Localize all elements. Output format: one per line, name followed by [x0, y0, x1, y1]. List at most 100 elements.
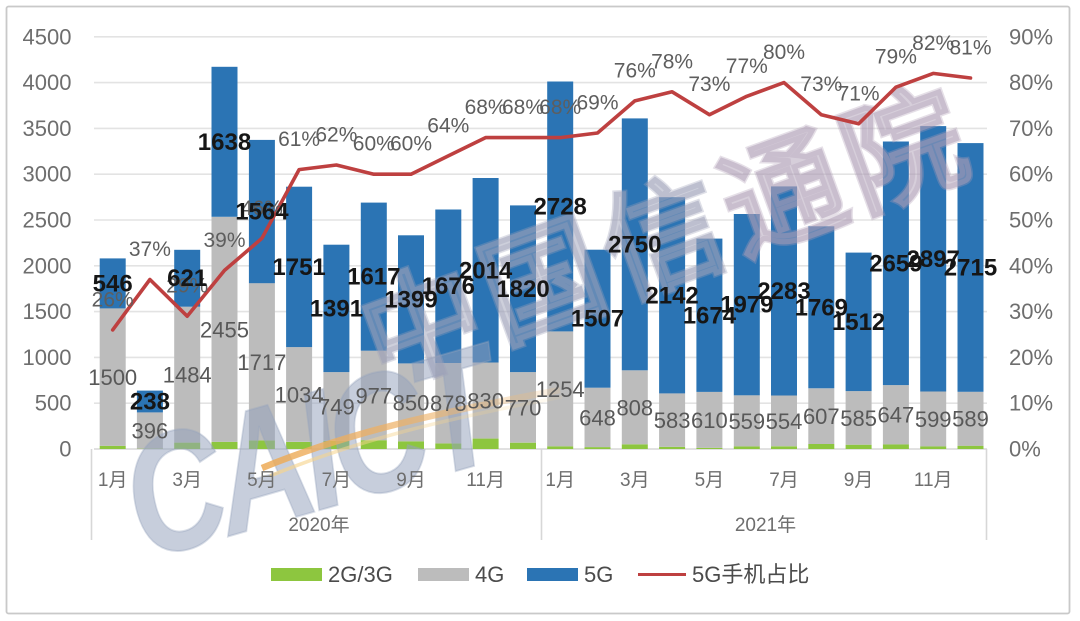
svg-text:9月: 9月: [844, 470, 874, 491]
svg-text:1484: 1484: [163, 363, 212, 388]
svg-text:878: 878: [430, 391, 467, 416]
svg-text:37%: 37%: [129, 238, 171, 261]
svg-text:3月: 3月: [620, 470, 650, 491]
svg-text:589: 589: [952, 407, 989, 432]
svg-text:76%: 76%: [614, 59, 656, 82]
svg-text:5月: 5月: [247, 470, 277, 491]
svg-text:71%: 71%: [838, 82, 880, 105]
svg-text:69%: 69%: [576, 92, 618, 115]
svg-text:60%: 60%: [1009, 162, 1053, 187]
svg-text:77%: 77%: [726, 55, 768, 78]
svg-text:1月: 1月: [545, 470, 575, 491]
svg-text:73%: 73%: [800, 73, 842, 96]
svg-text:81%: 81%: [949, 37, 991, 60]
svg-text:396: 396: [132, 419, 169, 444]
svg-text:46%: 46%: [241, 197, 283, 220]
svg-text:1676: 1676: [422, 273, 475, 300]
svg-text:1769: 1769: [795, 294, 848, 321]
svg-text:1500: 1500: [88, 365, 137, 390]
svg-text:585: 585: [840, 406, 877, 431]
svg-text:648: 648: [579, 405, 616, 430]
svg-text:4000: 4000: [23, 70, 72, 95]
svg-text:500: 500: [35, 391, 72, 416]
svg-text:647: 647: [878, 403, 915, 428]
svg-text:546: 546: [93, 270, 133, 297]
svg-text:7月: 7月: [769, 470, 799, 491]
svg-text:0%: 0%: [1009, 437, 1041, 462]
svg-text:3000: 3000: [23, 162, 72, 187]
svg-text:78%: 78%: [651, 50, 693, 73]
svg-text:749: 749: [318, 395, 355, 420]
svg-text:4G: 4G: [475, 562, 504, 587]
svg-text:1000: 1000: [23, 345, 72, 370]
svg-text:64%: 64%: [427, 114, 469, 137]
svg-text:554: 554: [766, 409, 803, 434]
svg-text:80%: 80%: [1009, 70, 1053, 95]
svg-text:1617: 1617: [347, 264, 400, 291]
svg-text:599: 599: [915, 407, 952, 432]
svg-text:29%: 29%: [166, 275, 208, 298]
svg-text:40%: 40%: [1009, 253, 1053, 278]
svg-text:30%: 30%: [1009, 299, 1053, 324]
svg-text:2142: 2142: [645, 282, 698, 309]
svg-text:68%: 68%: [539, 96, 581, 119]
svg-text:62%: 62%: [315, 124, 357, 147]
svg-text:39%: 39%: [203, 229, 245, 252]
svg-text:607: 607: [803, 404, 840, 429]
svg-text:11月: 11月: [466, 470, 505, 491]
svg-text:61%: 61%: [278, 128, 320, 151]
svg-text:1月: 1月: [98, 470, 128, 491]
svg-text:79%: 79%: [875, 46, 917, 69]
svg-text:9月: 9月: [396, 470, 426, 491]
svg-text:20%: 20%: [1009, 345, 1053, 370]
svg-text:1500: 1500: [23, 299, 72, 324]
svg-text:770: 770: [505, 395, 542, 420]
svg-text:1254: 1254: [536, 377, 585, 402]
svg-text:1034: 1034: [275, 383, 324, 408]
svg-text:1751: 1751: [272, 254, 325, 281]
svg-text:238: 238: [130, 389, 170, 416]
svg-text:11月: 11月: [914, 470, 953, 491]
svg-text:70%: 70%: [1009, 116, 1053, 141]
svg-text:2G/3G: 2G/3G: [328, 562, 393, 587]
svg-text:2000: 2000: [23, 253, 72, 278]
svg-text:1512: 1512: [832, 309, 885, 336]
svg-text:977: 977: [355, 384, 392, 409]
svg-text:80%: 80%: [763, 41, 805, 64]
svg-text:1674: 1674: [683, 302, 737, 329]
svg-text:2020年: 2020年: [288, 514, 349, 536]
svg-text:68%: 68%: [465, 96, 507, 119]
svg-text:2728: 2728: [534, 193, 587, 220]
svg-text:1507: 1507: [571, 306, 624, 333]
svg-text:4500: 4500: [23, 24, 72, 49]
svg-text:850: 850: [393, 390, 430, 415]
svg-text:621: 621: [167, 265, 207, 292]
svg-text:68%: 68%: [502, 96, 544, 119]
svg-text:2897: 2897: [907, 246, 960, 273]
svg-text:2455: 2455: [200, 317, 249, 342]
svg-text:2500: 2500: [23, 208, 72, 233]
svg-text:5月: 5月: [695, 470, 725, 491]
svg-text:3500: 3500: [23, 116, 72, 141]
svg-text:2750: 2750: [608, 231, 661, 258]
svg-text:2014: 2014: [459, 257, 513, 284]
svg-text:808: 808: [616, 395, 653, 420]
svg-text:559: 559: [728, 409, 765, 434]
svg-text:82%: 82%: [912, 32, 954, 55]
svg-text:73%: 73%: [688, 73, 730, 96]
svg-text:26%: 26%: [92, 288, 134, 311]
svg-text:90%: 90%: [1009, 24, 1053, 49]
svg-text:2283: 2283: [757, 278, 810, 305]
svg-text:10%: 10%: [1009, 391, 1053, 416]
svg-text:7月: 7月: [322, 470, 352, 491]
svg-text:0: 0: [59, 437, 71, 462]
svg-text:2715: 2715: [944, 254, 997, 281]
svg-text:1717: 1717: [237, 350, 286, 375]
svg-text:60%: 60%: [390, 133, 432, 156]
svg-text:830: 830: [467, 389, 504, 414]
svg-text:1391: 1391: [310, 295, 363, 322]
svg-text:1564: 1564: [235, 199, 289, 226]
svg-text:1638: 1638: [198, 129, 251, 156]
svg-text:5G: 5G: [584, 562, 613, 587]
svg-text:3月: 3月: [172, 470, 202, 491]
